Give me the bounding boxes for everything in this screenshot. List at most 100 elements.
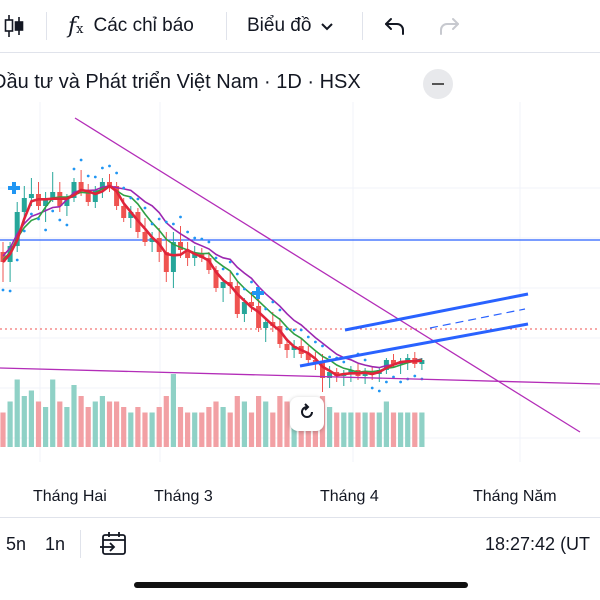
sar-dot xyxy=(292,328,296,332)
sar-dot xyxy=(264,307,268,311)
signal-marker-icon xyxy=(8,182,20,194)
sar-dot xyxy=(164,220,168,224)
undo-icon[interactable] xyxy=(384,16,406,41)
reset-icon xyxy=(298,402,316,426)
chart-type-button[interactable]: Biểu đồ xyxy=(247,0,334,52)
volume-bar xyxy=(227,412,233,447)
volume-bar xyxy=(256,396,262,447)
volume-bar xyxy=(114,401,120,447)
volume-bar xyxy=(7,401,13,447)
sar-dot xyxy=(193,236,197,240)
sar-dot xyxy=(8,289,12,293)
candle-body xyxy=(64,198,70,206)
ma-mid-line xyxy=(2,185,423,374)
sar-dot xyxy=(299,328,303,332)
volume-bar xyxy=(0,412,6,447)
reset-chart-button[interactable] xyxy=(290,397,324,431)
candle-body xyxy=(71,182,77,198)
volume-bar xyxy=(149,412,155,447)
chart-toolbar: fx Các chỉ báo Biểu đồ xyxy=(0,0,600,53)
lower-trendline xyxy=(0,367,600,385)
volume-bar xyxy=(213,401,219,447)
time-axis-label: Tháng 3 xyxy=(154,488,213,505)
candle-body xyxy=(234,286,240,314)
function-fx-icon: fx xyxy=(68,13,84,39)
ma-fast-line xyxy=(2,184,423,377)
redo-icon[interactable] xyxy=(438,16,460,41)
volume-bar xyxy=(369,412,375,447)
volume-bar xyxy=(277,396,283,447)
sar-dot xyxy=(129,196,133,200)
sar-dot xyxy=(172,222,175,226)
candle-body xyxy=(92,190,98,202)
time-axis-label: Tháng 4 xyxy=(320,488,379,505)
candle-body xyxy=(114,186,120,206)
volume-bar xyxy=(14,379,20,447)
candle-body xyxy=(163,252,169,272)
indicators-label: Các chỉ báo xyxy=(93,15,194,36)
volume-bar xyxy=(35,401,42,447)
sar-dot xyxy=(413,374,417,378)
volume-bar xyxy=(355,412,361,447)
candle-body xyxy=(327,372,333,378)
clock-timezone[interactable]: 18:27:42 (UT xyxy=(485,534,591,554)
candle-body xyxy=(178,242,183,250)
candle-body xyxy=(21,198,27,212)
candle-body xyxy=(320,362,325,378)
sar-dot xyxy=(72,167,76,171)
sar-dot xyxy=(392,375,395,379)
candle-body xyxy=(277,326,283,344)
channel-mid-line xyxy=(429,308,526,329)
volume-bar xyxy=(185,412,191,447)
volume-bar xyxy=(92,401,98,447)
volume-bar xyxy=(284,401,290,447)
volume-bar xyxy=(177,407,184,447)
range-1n-button[interactable]: 1n xyxy=(45,534,66,554)
collapse-legend-button[interactable] xyxy=(423,69,453,99)
volume-bar xyxy=(248,412,255,447)
sar-dot xyxy=(250,280,253,284)
toolbar-divider xyxy=(226,12,227,40)
sar-dot xyxy=(143,206,147,210)
volume-bar xyxy=(21,396,27,447)
candle-body xyxy=(263,322,269,328)
volume-bar xyxy=(405,412,411,447)
sar-dot xyxy=(235,272,239,276)
sar-dot xyxy=(186,230,190,234)
channel-upper-line xyxy=(344,292,529,332)
range-5n-button[interactable]: 5n xyxy=(6,534,27,554)
candle-body xyxy=(241,302,247,314)
time-axis-label: Tháng Năm xyxy=(473,488,557,505)
candle-body xyxy=(149,238,155,242)
volume-bar xyxy=(128,412,134,447)
sar-dot xyxy=(30,212,33,216)
sar-dot xyxy=(321,344,324,348)
sar-dot xyxy=(214,256,218,260)
candle-body xyxy=(220,282,226,288)
sar-dot xyxy=(370,386,374,390)
chart-type-label: Biểu đồ xyxy=(247,15,312,36)
sar-dot xyxy=(51,209,55,213)
toolbar-divider xyxy=(362,12,363,40)
indicators-button[interactable]: fx Các chỉ báo xyxy=(68,0,194,52)
candle-body xyxy=(85,190,91,202)
volume-bar xyxy=(135,407,141,447)
volume-bar xyxy=(419,412,425,447)
sar-dot xyxy=(37,217,40,221)
candle-body xyxy=(99,182,105,190)
candle-body xyxy=(0,252,6,262)
sar-dot xyxy=(278,308,282,312)
price-chart[interactable] xyxy=(0,102,600,482)
candle-body xyxy=(78,182,84,190)
go-to-date-icon[interactable] xyxy=(100,531,128,562)
sar-dot xyxy=(65,223,69,227)
candle-body xyxy=(28,194,34,198)
candlestick-chart-icon[interactable] xyxy=(4,14,24,38)
sar-dot xyxy=(342,360,346,364)
bottom-toolbar: 5n 1n 18:27:42 (UT xyxy=(0,517,600,570)
volume-bar xyxy=(121,407,127,447)
candle-body xyxy=(206,258,212,270)
volume-bar xyxy=(220,407,226,447)
volume-bar xyxy=(263,401,269,447)
volume-bar xyxy=(334,412,340,447)
